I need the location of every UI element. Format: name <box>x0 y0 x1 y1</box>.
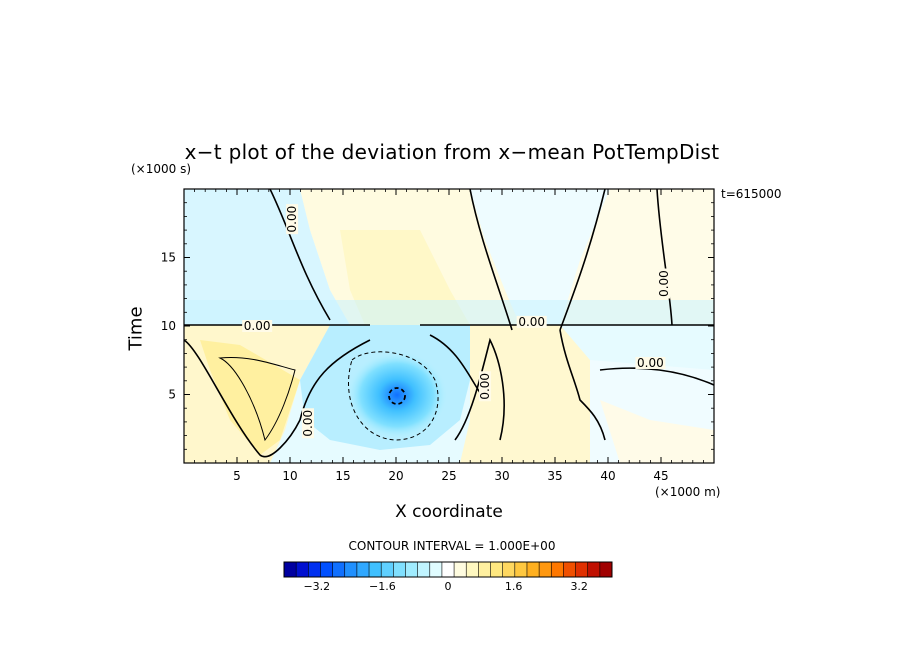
colorbar-tick-label: 1.6 <box>505 580 523 593</box>
colorbar-swatch <box>320 562 333 577</box>
contour-label-text: 0.00 <box>518 315 545 329</box>
colorbar-swatch <box>296 562 309 577</box>
contour-labels: 0.00 0.00 0.00 0.00 0.00 0.00 0.00 <box>242 204 671 439</box>
colorbar-swatch <box>514 562 528 577</box>
contour-upper-left <box>269 189 331 321</box>
colorbar-swatch <box>551 562 564 577</box>
contour-interval-text: CONTOUR INTERVAL = 1.000E+00 <box>348 539 556 553</box>
mid-cool-strip <box>184 300 714 325</box>
colorbar-swatch <box>381 562 394 577</box>
colorbar-swatch <box>454 562 467 577</box>
y-tick-label: 15 <box>161 251 176 265</box>
y-ticks: 5 10 15 <box>161 202 714 450</box>
colorbar-tick-label: −3.2 <box>303 580 330 593</box>
x-axis-label-text: X coordinate <box>395 502 503 522</box>
time-stamp-label: t=615000 <box>721 187 782 201</box>
contour-label-text: 0.00 <box>657 270 671 297</box>
contour-label: 0.00 <box>242 319 273 333</box>
contour-label-bg <box>302 408 315 439</box>
lower-right-warm-patch <box>600 400 714 463</box>
x-tick-label: 20 <box>388 469 403 483</box>
x-axis-label: X coordinate <box>0 502 904 522</box>
colorbar-tick-label: 3.2 <box>570 580 588 593</box>
colorbar-swatch <box>284 562 297 577</box>
contour-label-bg <box>516 315 547 328</box>
contour-label: 0.00 <box>635 356 666 370</box>
cold-anomaly-core <box>345 350 449 440</box>
colorbar-swatch <box>587 562 601 577</box>
colorbar-swatch <box>308 562 321 577</box>
contour-label-bg <box>242 320 273 332</box>
contour-lower-left <box>184 339 371 458</box>
colorbar-swatch <box>344 562 358 577</box>
colorbar-tick-label: −1.6 <box>369 580 396 593</box>
contour-label-text: 0.00 <box>478 373 492 400</box>
contour-lower-right-2 <box>599 367 714 386</box>
contour-lower-center-2 <box>454 337 505 441</box>
colorbar-swatch <box>466 562 479 577</box>
contour-lines <box>184 189 714 458</box>
x-axis-unit: (×1000 m) <box>655 485 721 499</box>
contour-cold-outer <box>348 351 439 441</box>
x-tick-label: 30 <box>494 469 509 483</box>
colorbar-frame <box>283 561 613 578</box>
colorbar-swatch <box>502 562 516 577</box>
x-tick-label: 10 <box>282 469 297 483</box>
colorbar-swatch <box>441 562 455 577</box>
contour-upper-right <box>656 189 673 326</box>
contour-label-bg <box>658 268 671 299</box>
contour-label: 0.00 <box>301 408 315 439</box>
colorbar: −3.2 −1.6 0 1.6 3.2 <box>283 561 613 593</box>
contour-label-text: 0.00 <box>244 319 271 333</box>
contour-label: 0.00 <box>516 315 547 329</box>
upper-cool-wedge <box>470 189 610 325</box>
contour-warm-core <box>218 356 296 442</box>
colorbar-swatch <box>417 562 431 577</box>
x-tick-label: 15 <box>335 469 350 483</box>
colorbar-swatch <box>599 562 613 577</box>
x-tick-label: 25 <box>441 469 456 483</box>
upper-left-cool-region <box>184 189 350 325</box>
contour-cold-core <box>388 387 406 405</box>
contour-label-bg <box>635 356 666 369</box>
contour-lower-right <box>559 329 606 441</box>
x-tick-label: 5 <box>233 469 241 483</box>
colorbar-swatch <box>332 562 346 577</box>
negative-contours <box>348 351 439 441</box>
contour-label-bg <box>286 204 299 235</box>
colorbar-swatch <box>393 562 406 577</box>
x-tick-label: 40 <box>600 469 615 483</box>
chart-title: x−t plot of the deviation from x−mean Po… <box>184 140 720 164</box>
colorbar-swatch <box>478 562 491 577</box>
y-tick-label: 5 <box>168 388 176 402</box>
colorbar-tick-label: 0 <box>445 580 452 593</box>
x-tick-label: 35 <box>547 469 562 483</box>
contour-label-bg <box>479 371 492 402</box>
upper-right-warm-region <box>560 189 714 325</box>
colorbar-swatch <box>575 562 589 577</box>
colorbar-swatch <box>429 562 443 577</box>
contour-label-text: 0.00 <box>301 410 315 437</box>
colorbar-swatch <box>563 562 576 577</box>
lower-center-warm-region <box>460 325 600 463</box>
y-axis-unit: (×1000 s) <box>131 162 192 176</box>
colorbar-swatch <box>539 562 552 577</box>
contour-label: 0.00 <box>285 204 299 235</box>
colorbar-swatch <box>369 562 382 577</box>
x-tick-label: 45 <box>653 469 668 483</box>
contour-label-text: 0.00 <box>637 356 664 370</box>
colorbar-swatch <box>405 562 418 577</box>
colorbar-swatch <box>356 562 370 577</box>
contour-upper-mid-left <box>469 189 513 331</box>
x-ticks: 5 10 15 20 25 30 35 40 45 <box>194 189 704 483</box>
colorbar-swatch <box>490 562 503 577</box>
colorbar-swatch <box>526 562 540 577</box>
y-tick-label: 10 <box>161 319 176 333</box>
contour-upper-mid-right <box>559 189 606 331</box>
contour-label: 0.00 <box>657 268 671 299</box>
contour-label-text: 0.00 <box>285 206 299 233</box>
contour-label: 0.00 <box>478 371 492 402</box>
